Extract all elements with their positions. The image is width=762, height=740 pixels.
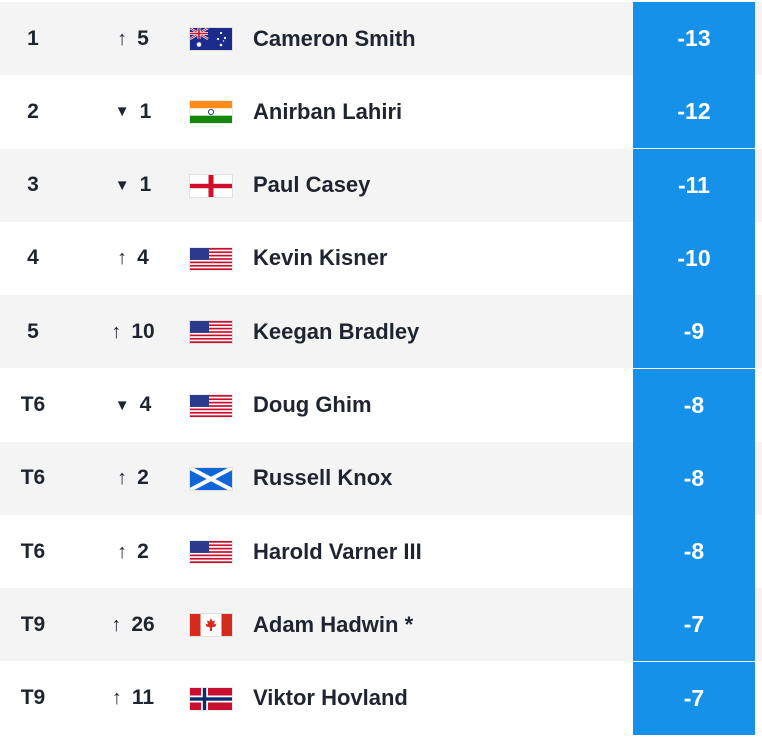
position-change: ↑ 2 bbox=[100, 515, 166, 588]
position-change-value: 10 bbox=[131, 319, 155, 343]
leaderboard-row-7[interactable]: T6 ↑ 2 Russell Knox -8 bbox=[0, 441, 762, 515]
position-change-value: 4 bbox=[139, 393, 152, 416]
score-badge: -8 bbox=[633, 368, 755, 442]
position-change-value: 2 bbox=[137, 466, 149, 490]
score-badge: -7 bbox=[633, 661, 755, 735]
leaderboard-row-1[interactable]: 1 ↑ 5 Cameron Smith -13 bbox=[0, 2, 762, 75]
score-badge: -9 bbox=[633, 295, 755, 369]
score-badge: -11 bbox=[633, 148, 755, 222]
australia-flag-icon bbox=[190, 28, 232, 50]
leaderboard-row-10[interactable]: T9 ↑ 11 Viktor Hovland -7 bbox=[0, 661, 762, 735]
england-flag-icon bbox=[190, 174, 232, 197]
position: 4 bbox=[27, 246, 39, 270]
position: T6 bbox=[20, 466, 46, 490]
leaderboard-row-4[interactable]: 4 ↑ 4 Kevin Kisner -10 bbox=[0, 221, 762, 295]
position-change: ↑ 4 bbox=[100, 222, 166, 295]
position-change-value: 4 bbox=[137, 246, 149, 270]
position-change: ▼ 4 bbox=[100, 369, 166, 442]
player-name[interactable]: Viktor Hovland bbox=[253, 685, 408, 711]
player-name[interactable]: Anirban Lahiri bbox=[253, 98, 403, 124]
india-flag-icon bbox=[190, 101, 232, 124]
position-change-value: 5 bbox=[137, 26, 149, 50]
position-change-value: 2 bbox=[137, 539, 149, 563]
position: 3 bbox=[27, 173, 39, 197]
position-change-value: 1 bbox=[139, 99, 152, 123]
position: T6 bbox=[20, 539, 46, 563]
player-name[interactable]: Harold Varner III bbox=[253, 538, 422, 564]
score-badge: -10 bbox=[633, 221, 755, 295]
scotland-flag-icon bbox=[190, 467, 232, 490]
arrow-up-icon: ↑ bbox=[111, 613, 122, 636]
position-change: ↑ 10 bbox=[100, 295, 166, 368]
usa-flag-icon bbox=[190, 541, 232, 564]
usa-flag-icon bbox=[190, 247, 232, 270]
position-change: ↑ 5 bbox=[100, 2, 166, 75]
position-change-value: 11 bbox=[131, 686, 155, 710]
score-badge: -12 bbox=[633, 75, 755, 149]
position-change-value: 26 bbox=[131, 612, 155, 636]
leaderboard-row-2[interactable]: 2 ▼ 1 Anirban Lahiri -12 bbox=[0, 75, 762, 149]
leaderboard-row-8[interactable]: T6 ↑ 2 Harold Varner III -8 bbox=[0, 515, 762, 589]
norway-flag-icon bbox=[190, 687, 232, 710]
score-badge: -8 bbox=[633, 441, 755, 515]
arrow-up-icon: ↑ bbox=[111, 687, 122, 710]
canada-flag-icon bbox=[190, 614, 232, 637]
position: T9 bbox=[20, 612, 46, 636]
position: 1 bbox=[27, 26, 39, 50]
score-badge: -13 bbox=[633, 2, 755, 75]
leaderboard-row-6[interactable]: T6 ▼ 4 Doug Ghim -8 bbox=[0, 368, 762, 442]
position-change: ↑ 26 bbox=[100, 588, 166, 661]
position: 2 bbox=[27, 99, 39, 123]
arrow-up-icon: ↑ bbox=[117, 540, 128, 563]
usa-flag-icon bbox=[190, 321, 232, 344]
player-name[interactable]: Adam Hadwin * bbox=[253, 611, 414, 637]
score-badge: -7 bbox=[633, 588, 755, 662]
arrow-up-icon: ↑ bbox=[117, 27, 128, 50]
leaderboard-row-9[interactable]: T9 ↑ 26 Adam Hadwin * -7 bbox=[0, 588, 762, 662]
leaderboard-row-5[interactable]: 5 ↑ 10 Keegan Bradley -9 bbox=[0, 295, 762, 369]
position-change-value: 1 bbox=[139, 173, 152, 197]
position: T6 bbox=[20, 393, 46, 416]
player-name[interactable]: Russell Knox bbox=[253, 465, 393, 491]
triangle-down-icon: ▼ bbox=[114, 103, 130, 121]
triangle-down-icon: ▼ bbox=[114, 396, 130, 414]
position-change: ↑ 11 bbox=[100, 662, 166, 735]
arrow-up-icon: ↑ bbox=[111, 320, 122, 343]
usa-flag-icon bbox=[190, 394, 232, 417]
player-name[interactable]: Kevin Kisner bbox=[253, 245, 388, 271]
leaderboard-row-3[interactable]: 3 ▼ 1 Paul Casey -11 bbox=[0, 148, 762, 222]
arrow-up-icon: ↑ bbox=[117, 467, 128, 490]
triangle-down-icon: ▼ bbox=[114, 176, 130, 194]
position-change: ↑ 2 bbox=[100, 442, 166, 515]
player-name[interactable]: Cameron Smith bbox=[253, 25, 416, 51]
arrow-up-icon: ↑ bbox=[117, 247, 128, 270]
player-name[interactable]: Keegan Bradley bbox=[253, 318, 420, 344]
position-change: ▼ 1 bbox=[100, 149, 166, 222]
position-change: ▼ 1 bbox=[100, 75, 166, 148]
position: T9 bbox=[20, 686, 46, 710]
score-badge: -8 bbox=[633, 515, 755, 589]
player-name[interactable]: Paul Casey bbox=[253, 172, 371, 198]
position: 5 bbox=[27, 319, 39, 343]
player-name[interactable]: Doug Ghim bbox=[253, 392, 372, 417]
